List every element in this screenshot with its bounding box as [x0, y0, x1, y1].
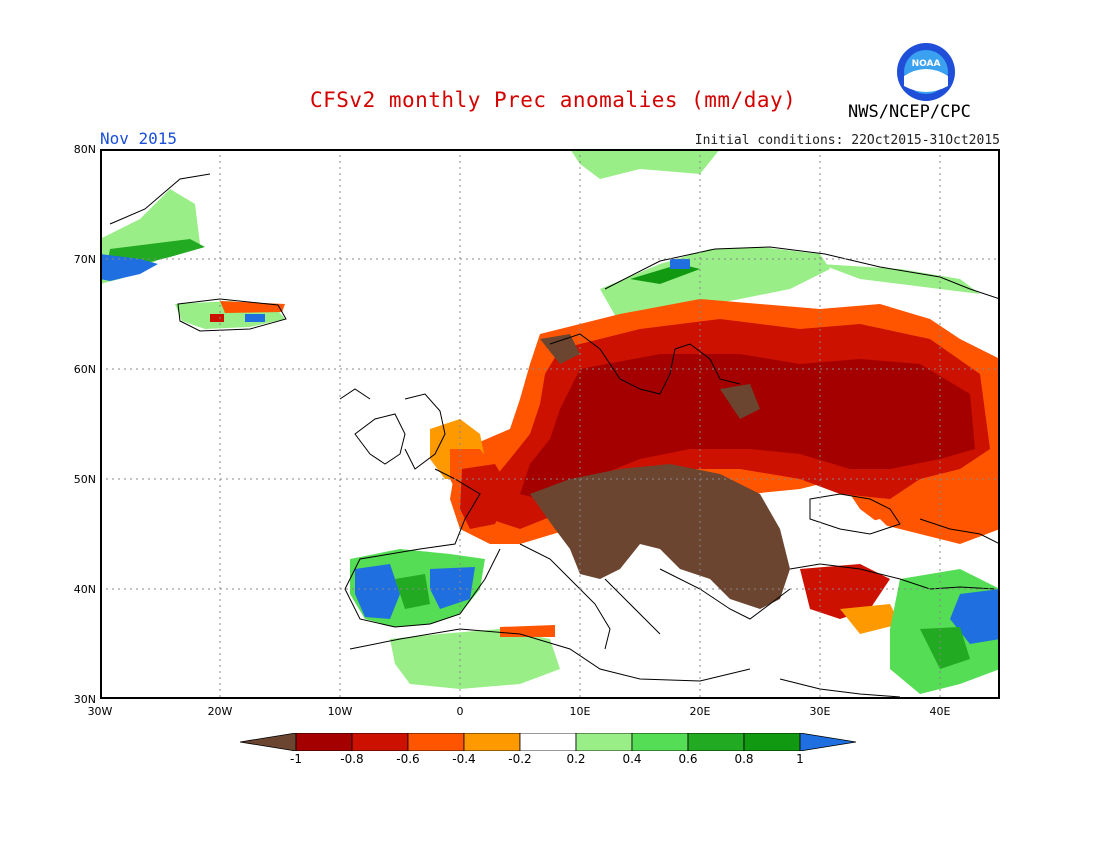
colorbar-label-neg02: -0.2	[508, 752, 532, 766]
noaa-logo: NOAA	[897, 43, 955, 101]
chart-title: CFSv2 monthly Prec anomalies (mm/day)	[310, 88, 797, 112]
lon-label-0: 0	[456, 705, 464, 718]
lat-label-80n: 80N	[73, 143, 96, 156]
colorbar-label-neg1: -1	[290, 752, 302, 766]
colorbar	[240, 733, 857, 751]
anomaly-fields	[100, 149, 1000, 694]
lon-label-30e: 30E	[809, 705, 831, 718]
colorbar-cell	[743, 733, 801, 751]
colorbar-label-08: 0.8	[734, 752, 754, 766]
colorbar-cell	[575, 733, 633, 751]
lat-label-70n: 70N	[73, 253, 96, 266]
colorbar-label-neg04: -0.4	[452, 752, 476, 766]
gridlines	[100, 149, 1000, 699]
colorbar-cell	[687, 733, 745, 751]
lat-label-30n: 30N	[73, 693, 96, 706]
colorbar-cell	[519, 733, 577, 751]
lon-label-10e: 10E	[569, 705, 591, 718]
colorbar-cell	[463, 733, 521, 751]
colorbar-label-02: 0.2	[566, 752, 586, 766]
anomaly-map	[100, 149, 1000, 699]
colorbar-label-06: 0.6	[678, 752, 698, 766]
lat-label-50n: 50N	[73, 473, 96, 486]
lon-label-40e: 40E	[929, 705, 951, 718]
colorbar-label-neg08: -0.8	[340, 752, 364, 766]
colorbar-label-04: 0.4	[622, 752, 642, 766]
forecast-month: Nov 2015	[100, 129, 178, 148]
colorbar-cell	[631, 733, 689, 751]
svg-text:NOAA: NOAA	[912, 59, 941, 69]
colorbar-cell	[351, 733, 409, 751]
colorbar-arrow-high	[799, 733, 857, 751]
agency-label: NWS/NCEP/CPC	[848, 102, 971, 122]
initial-conditions: Initial conditions: 22Oct2015-31Oct2015	[694, 133, 1000, 148]
lon-label-20e: 20E	[689, 705, 711, 718]
colorbar-cell	[407, 733, 465, 751]
lon-label-20w: 20W	[207, 705, 233, 718]
lon-label-10w: 10W	[327, 705, 353, 718]
lat-label-40n: 40N	[73, 583, 96, 596]
colorbar-label-1: 1	[796, 752, 804, 766]
colorbar-cell	[295, 733, 353, 751]
colorbar-label-neg06: -0.6	[396, 752, 420, 766]
colorbar-arrow-low	[240, 733, 297, 751]
lon-label-30w: 30W	[87, 705, 113, 718]
lat-label-60n: 60N	[73, 363, 96, 376]
